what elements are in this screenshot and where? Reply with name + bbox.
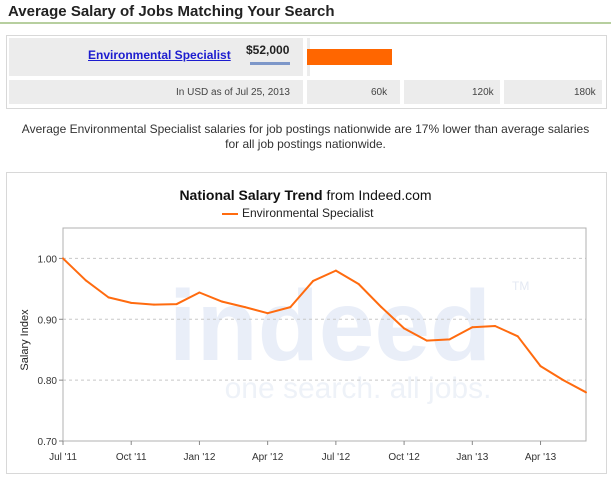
tick-cell-120k <box>404 80 500 104</box>
data-point <box>516 335 519 338</box>
watermark-logo: indeed <box>169 270 491 382</box>
chart-legend: Environmental Specialist <box>222 206 373 220</box>
series-line <box>62 257 587 394</box>
data-point <box>562 379 565 382</box>
salary-amount: $52,000 <box>246 43 290 57</box>
data-point <box>107 296 110 299</box>
data-point <box>198 291 201 294</box>
salary-description-line2: for all job postings nationwide. <box>225 137 386 151</box>
x-tick-label: Jan '13 <box>456 452 488 463</box>
x-tick-label: Jul '12 <box>322 452 351 463</box>
salary-description-line1: Average Environmental Specialist salarie… <box>21 122 590 136</box>
currency-cell <box>9 80 303 104</box>
y-tick-labels: 1.00 0.90 0.80 0.70 <box>38 254 58 448</box>
x-tick-label: Apr '13 <box>525 452 557 463</box>
y-axis-label: Salary Index <box>19 309 31 371</box>
data-point <box>221 300 224 303</box>
chart-title-bold: National Salary Trend <box>179 187 323 203</box>
data-point <box>380 306 383 309</box>
x-tick-label: Apr '12 <box>252 452 284 463</box>
data-point <box>357 282 360 285</box>
watermark-tagline: one search. all jobs. <box>225 372 492 405</box>
data-point <box>175 303 178 306</box>
x-tick-label: Jan '12 <box>183 452 215 463</box>
currency-note: In USD as of Jul 25, 2013 <box>176 87 290 98</box>
data-point <box>539 365 542 368</box>
data-point <box>289 306 292 309</box>
data-point <box>62 257 64 260</box>
chart-series <box>62 257 587 394</box>
x-tick-labels: Jul '11 Oct '11 Jan '12 Apr '12 Jul '12 Oct '… <box>49 452 557 463</box>
data-point <box>130 301 133 304</box>
x-tick-label: Oct '12 <box>388 452 420 463</box>
tick-cell-180k <box>504 80 602 104</box>
data-point <box>585 391 587 394</box>
salary-underline <box>250 62 290 65</box>
data-point <box>334 269 337 272</box>
data-point <box>243 306 246 309</box>
legend-swatch <box>222 212 238 215</box>
salary-trend-chart <box>6 172 607 474</box>
y-tick-label: 1.00 <box>38 254 58 265</box>
scale-tick-120k: 120k <box>472 87 494 98</box>
y-tick-label: 0.90 <box>38 315 58 326</box>
data-point <box>471 326 474 329</box>
plot-frame <box>62 227 587 442</box>
x-tick-label: Jul '11 <box>49 452 77 463</box>
section-title: Average Salary of Jobs Matching Your Sea… <box>8 3 335 20</box>
data-point <box>403 327 406 330</box>
job-title-link[interactable]: Environmental Specialist <box>88 48 231 62</box>
data-point <box>84 279 87 282</box>
salary-bar <box>307 49 393 65</box>
scale-tick-60k: 60k <box>371 87 388 98</box>
chart-title: National Salary Trend from Indeed.com <box>0 187 611 203</box>
scale-tick-180k: 180k <box>574 87 596 98</box>
tick-cell-60k <box>307 80 400 104</box>
indeed-watermark: indeed one search. all jobs. TM <box>169 270 529 405</box>
y-tick-label: 0.70 <box>38 437 58 448</box>
data-point <box>425 339 428 342</box>
data-point <box>266 312 269 315</box>
data-point <box>152 303 155 306</box>
chart-axes <box>59 227 587 445</box>
chart-title-rest: from Indeed.com <box>322 187 432 203</box>
data-point <box>448 338 451 341</box>
legend-label: Environmental Specialist <box>242 206 374 220</box>
y-tick-label: 0.80 <box>38 376 58 387</box>
job-cell <box>9 38 303 76</box>
data-point <box>312 279 315 282</box>
x-tick-label: Oct '11 <box>116 452 147 463</box>
watermark-tm: TM <box>512 279 529 293</box>
section-heading: Average Salary of Jobs Matching Your Sea… <box>0 0 611 24</box>
data-point <box>494 324 497 327</box>
